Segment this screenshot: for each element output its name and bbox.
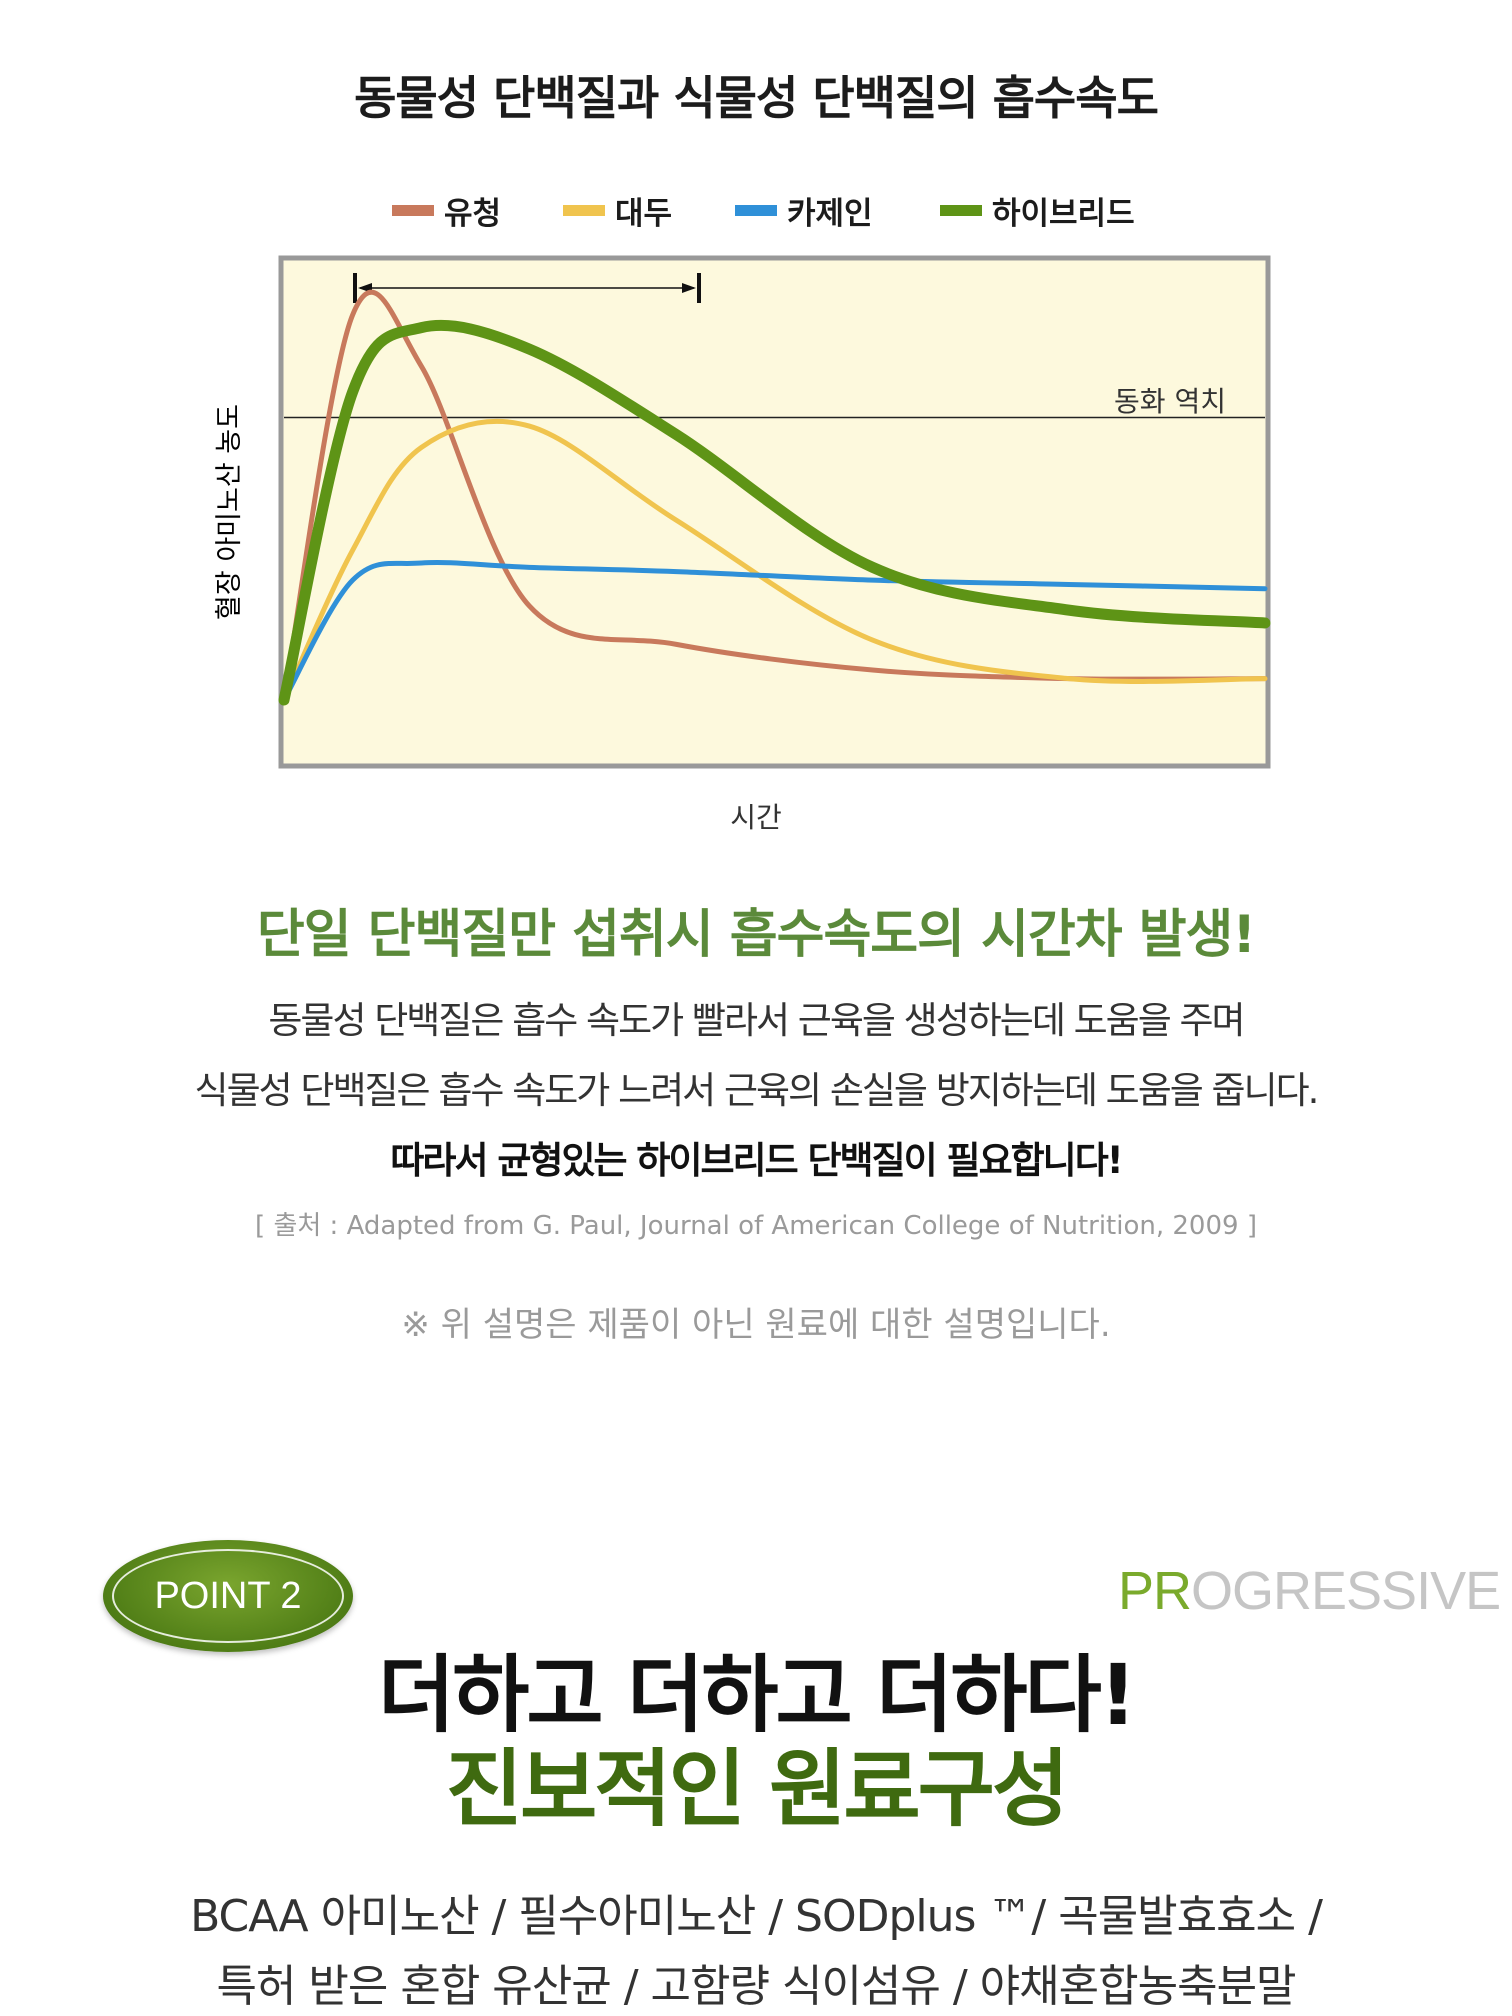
legend-item-soy: 대두 (563, 185, 672, 235)
source-citation: [ 출처 : Adapted from G. Paul, Journal of … (255, 1211, 1257, 1241)
disclaimer-note: ※ 위 설명은 제품이 아닌 원료에 대한 설명입니다. (401, 1305, 1111, 1345)
point-badge: POINT 2 (103, 1540, 353, 1652)
chart-title: 동물성 단백질과 식물성 단백질의 흡수속도 (354, 71, 1159, 125)
sub-heading: 진보적인 원료구성 (445, 1740, 1070, 1838)
description-line: 동물성 단백질은 흡수 속도가 빨라서 근육을 생성하는데 도움을 주며 (268, 999, 1245, 1042)
legend-label: 대두 (615, 195, 673, 232)
legend-swatch-casein (735, 204, 777, 216)
x-axis-label: 시간 (730, 801, 782, 834)
legend-item-casein: 카제인 (735, 185, 873, 235)
ingredients-line: 특허 받은 혼합 유산균 / 고함량 식이섬유 / 야채혼합농축분말 (216, 1961, 1296, 2012)
description-line: 식물성 단백질은 흡수 속도가 느려서 근육의 손실을 방지하는데 도움을 줍니… (194, 1069, 1320, 1112)
description-emphasis: 따라서 균형있는 하이브리드 단백질이 필요합니다! (390, 1139, 1123, 1182)
legend-label: 유청 (444, 195, 502, 232)
main-heading: 더하고 더하고 더하다! (377, 1646, 1137, 1744)
point-badge-label: POINT 2 (112, 1549, 344, 1643)
legend-swatch-hybrid (940, 204, 982, 216)
y-axis-label: 혈장 아미노산 농도 (214, 404, 245, 620)
ingredients-line: BCAA 아미노산 / 필수아미노산 / SODplus ™/ 곡물발효효소 / (190, 1891, 1323, 1942)
series-layer (278, 289, 1271, 706)
legend-swatch-whey (392, 204, 434, 216)
progressive-rest: OGRESSIVE (1191, 1561, 1501, 1621)
progressive-wordmark: PROGRESSIVE (1118, 1560, 1501, 1622)
chart-legend: 유청 대두 카제인 하이브리드 (0, 185, 1512, 235)
legend-item-whey: 유청 (392, 185, 501, 235)
legend-label: 카제인 (787, 195, 873, 232)
series-casein (281, 560, 1268, 703)
threshold-label: 동화 역치 (1114, 385, 1226, 418)
headline: 단일 단백질만 섭취시 흡수속도의 시간차 발생! (256, 905, 1256, 965)
bracket-arrow-right (682, 283, 696, 293)
legend-swatch-soy (563, 204, 605, 216)
progressive-accent: PR (1118, 1561, 1192, 1621)
legend-label: 하이브리드 (992, 195, 1135, 232)
series-soy (281, 418, 1268, 703)
legend-item-hybrid: 하이브리드 (940, 185, 1135, 235)
series-whey (281, 289, 1268, 703)
series-hybrid (278, 319, 1271, 706)
chart-plot: 동화 역치 혈장 아미노산 농도 (214, 255, 1271, 769)
